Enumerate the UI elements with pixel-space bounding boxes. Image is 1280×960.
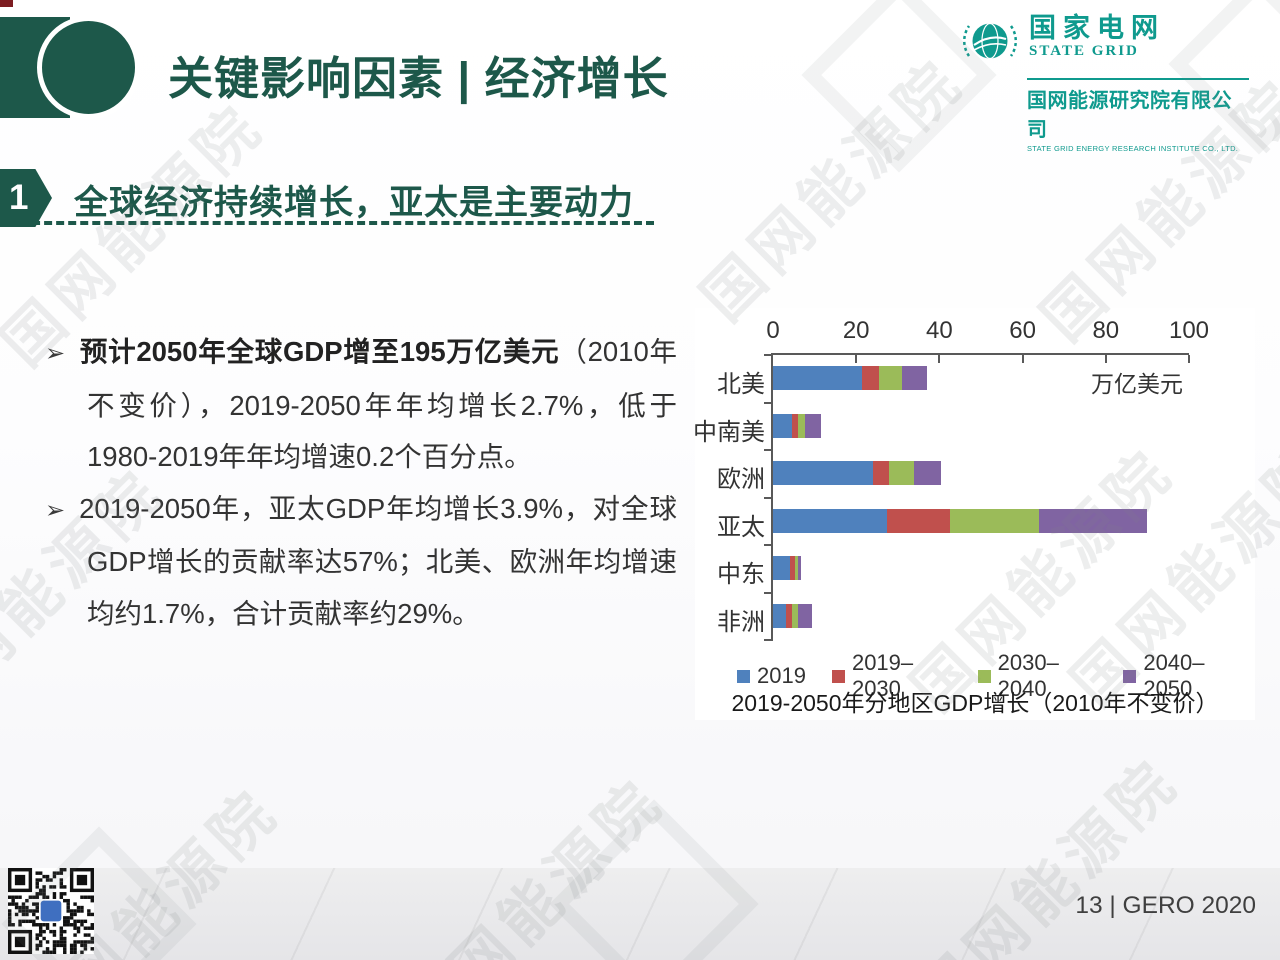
- logo-org-en: STATE GRID ENERGY RESEARCH INSTITUTE CO.…: [1027, 144, 1239, 153]
- bar-row-亚太: [773, 508, 1148, 533]
- category-label: 亚太: [717, 513, 765, 541]
- chart-plot-area: 万亿美元 0 20 40 60 80 100 北美中南美欧洲亚太中东非洲: [693, 317, 1209, 641]
- y-tick-mark: [764, 449, 773, 451]
- bullet-2-text: 2019-2050年，亚太GDP年均增长3.9%，对全球GDP增长的贡献率达57…: [79, 492, 677, 629]
- bar-segment: [773, 508, 888, 533]
- bar-segment: [879, 366, 902, 390]
- category-label: 中南美: [693, 418, 765, 446]
- section-underline: [8, 221, 654, 225]
- legend-item: 2019: [737, 663, 806, 689]
- bar-segment: [797, 556, 802, 580]
- legend-swatch: [831, 669, 845, 683]
- category-label: 非洲: [717, 608, 765, 636]
- x-tick-label: 80: [1092, 317, 1120, 344]
- y-tick-mark: [764, 639, 773, 641]
- bar-segment: [1039, 508, 1148, 533]
- legend-item: 2030–2040: [977, 650, 1098, 702]
- bar-segment: [901, 366, 927, 390]
- globe-grid-icon: [962, 14, 1018, 75]
- logo-brand-cn: 国家电网: [1029, 13, 1165, 43]
- bullet-arrow-icon: ➢: [45, 496, 66, 524]
- logo-divider: [1027, 78, 1249, 80]
- bar-segment: [798, 603, 813, 628]
- legend-swatch: [1123, 669, 1137, 683]
- y-tick-mark: [764, 496, 773, 499]
- category-label: 中东: [717, 561, 765, 588]
- x-tick-label: 0: [766, 317, 780, 344]
- footer-band: [0, 868, 1280, 960]
- bar-segment: [949, 508, 1040, 533]
- x-tick-mark: [1021, 355, 1024, 363]
- page-title: 关键影响因素 | 经济增长: [168, 53, 669, 104]
- qr-code-image: [8, 868, 94, 954]
- bar-segment: [773, 603, 787, 628]
- chart-legend: 2019 2019–2030 2030–2040 2040–2050: [737, 650, 1255, 702]
- x-tick-label: 60: [1009, 317, 1036, 344]
- legend-label: 2019: [757, 663, 806, 688]
- legend-item: 2040–2050: [1123, 650, 1243, 702]
- section-title: 全球经济持续增长，亚太是主要动力: [74, 184, 634, 222]
- page-footer: 13 | GERO 2020: [1075, 892, 1256, 919]
- legend-label: 2040–2050: [1143, 650, 1205, 701]
- x-tick-mark: [1104, 355, 1107, 363]
- gdp-bar-chart: 万亿美元 0 20 40 60 80 100 北美中南美欧洲亚太中东非洲 2019 2019–…: [693, 308, 1255, 720]
- bar-segment: [791, 413, 798, 438]
- bar-segment: [914, 461, 942, 485]
- legend-label: 2030–2040: [997, 650, 1059, 701]
- category-label: 北美: [717, 371, 765, 398]
- category-label: 欧洲: [717, 466, 765, 493]
- x-tick-mark: [938, 355, 941, 363]
- bar-segment: [773, 461, 873, 485]
- chart-caption: 2019-2050年分地区GDP增长（2010年不变价）: [731, 690, 1219, 716]
- legend-item: 2019–2030: [831, 650, 952, 702]
- y-tick-mark: [764, 591, 773, 594]
- y-tick-mark: [764, 544, 773, 546]
- bar-segment: [773, 556, 791, 580]
- state-grid-logo: 国家电网 STATE GRID 国网能源研究院有限公司 STATE GRID E…: [962, 13, 1258, 153]
- bar-segment: [797, 413, 806, 438]
- bullet-1-text: （2010年不变价），2019-2050年年均增长2.7%，低于1980-201…: [87, 336, 677, 472]
- bar-segment: [786, 603, 792, 628]
- watermark-text: 国网能源院: [689, 45, 977, 334]
- y-tick-mark: [764, 401, 773, 404]
- x-tick-label: 20: [842, 317, 870, 344]
- bar-segment: [872, 461, 890, 485]
- bar-segment: [773, 366, 863, 390]
- bar-segment: [790, 556, 795, 580]
- bullet-item-2: ➢ 2019-2050年，亚太GDP年均增长3.9%，对全球GDP增长的贡献率达5…: [45, 483, 677, 640]
- corner-red-accent: [0, 0, 13, 7]
- qr-code: [8, 868, 94, 959]
- legend-swatch: [737, 669, 750, 683]
- bar-segment: [887, 508, 950, 533]
- x-tick-label: 100: [1168, 317, 1210, 344]
- legend-swatch: [977, 669, 991, 683]
- bullet-list: ➢ 预计2050年全球GDP增至195万亿美元（2010年不变价），2019-20…: [45, 326, 677, 639]
- bullet-arrow-icon: ➢: [45, 340, 66, 367]
- x-tick-mark: [1188, 355, 1190, 363]
- logo-brand-en: STATE GRID: [1029, 43, 1139, 59]
- bar-row-北美: [773, 366, 927, 390]
- chart-unit-label: 万亿美元: [1091, 371, 1183, 397]
- bar-segment: [794, 556, 798, 580]
- logo-org-cn: 国网能源研究院有限公司: [1027, 90, 1232, 141]
- bar-row-欧洲: [773, 461, 942, 485]
- bar-segment: [791, 603, 799, 628]
- bar-segment: [862, 366, 880, 390]
- legend-label: 2019–2030: [851, 650, 914, 701]
- y-tick-mark: [764, 354, 773, 356]
- bar-segment: [805, 413, 821, 438]
- x-tick-label: 40: [926, 317, 953, 344]
- bar-row-中南美: [773, 413, 821, 438]
- bar-row-非洲: [773, 603, 813, 628]
- x-tick-mark: [855, 355, 858, 363]
- header-ornament-circle: [37, 16, 140, 119]
- bullet-item-1: ➢ 预计2050年全球GDP增至195万亿美元（2010年不变价），2019-20…: [45, 326, 677, 483]
- bar-segment: [773, 413, 792, 438]
- bar-segment: [889, 461, 915, 485]
- bar-row-中东: [773, 556, 802, 580]
- bullet-1-lead: 预计2050年全球GDP增至195万亿美元: [79, 336, 560, 367]
- section-number-badge: 1: [0, 169, 52, 227]
